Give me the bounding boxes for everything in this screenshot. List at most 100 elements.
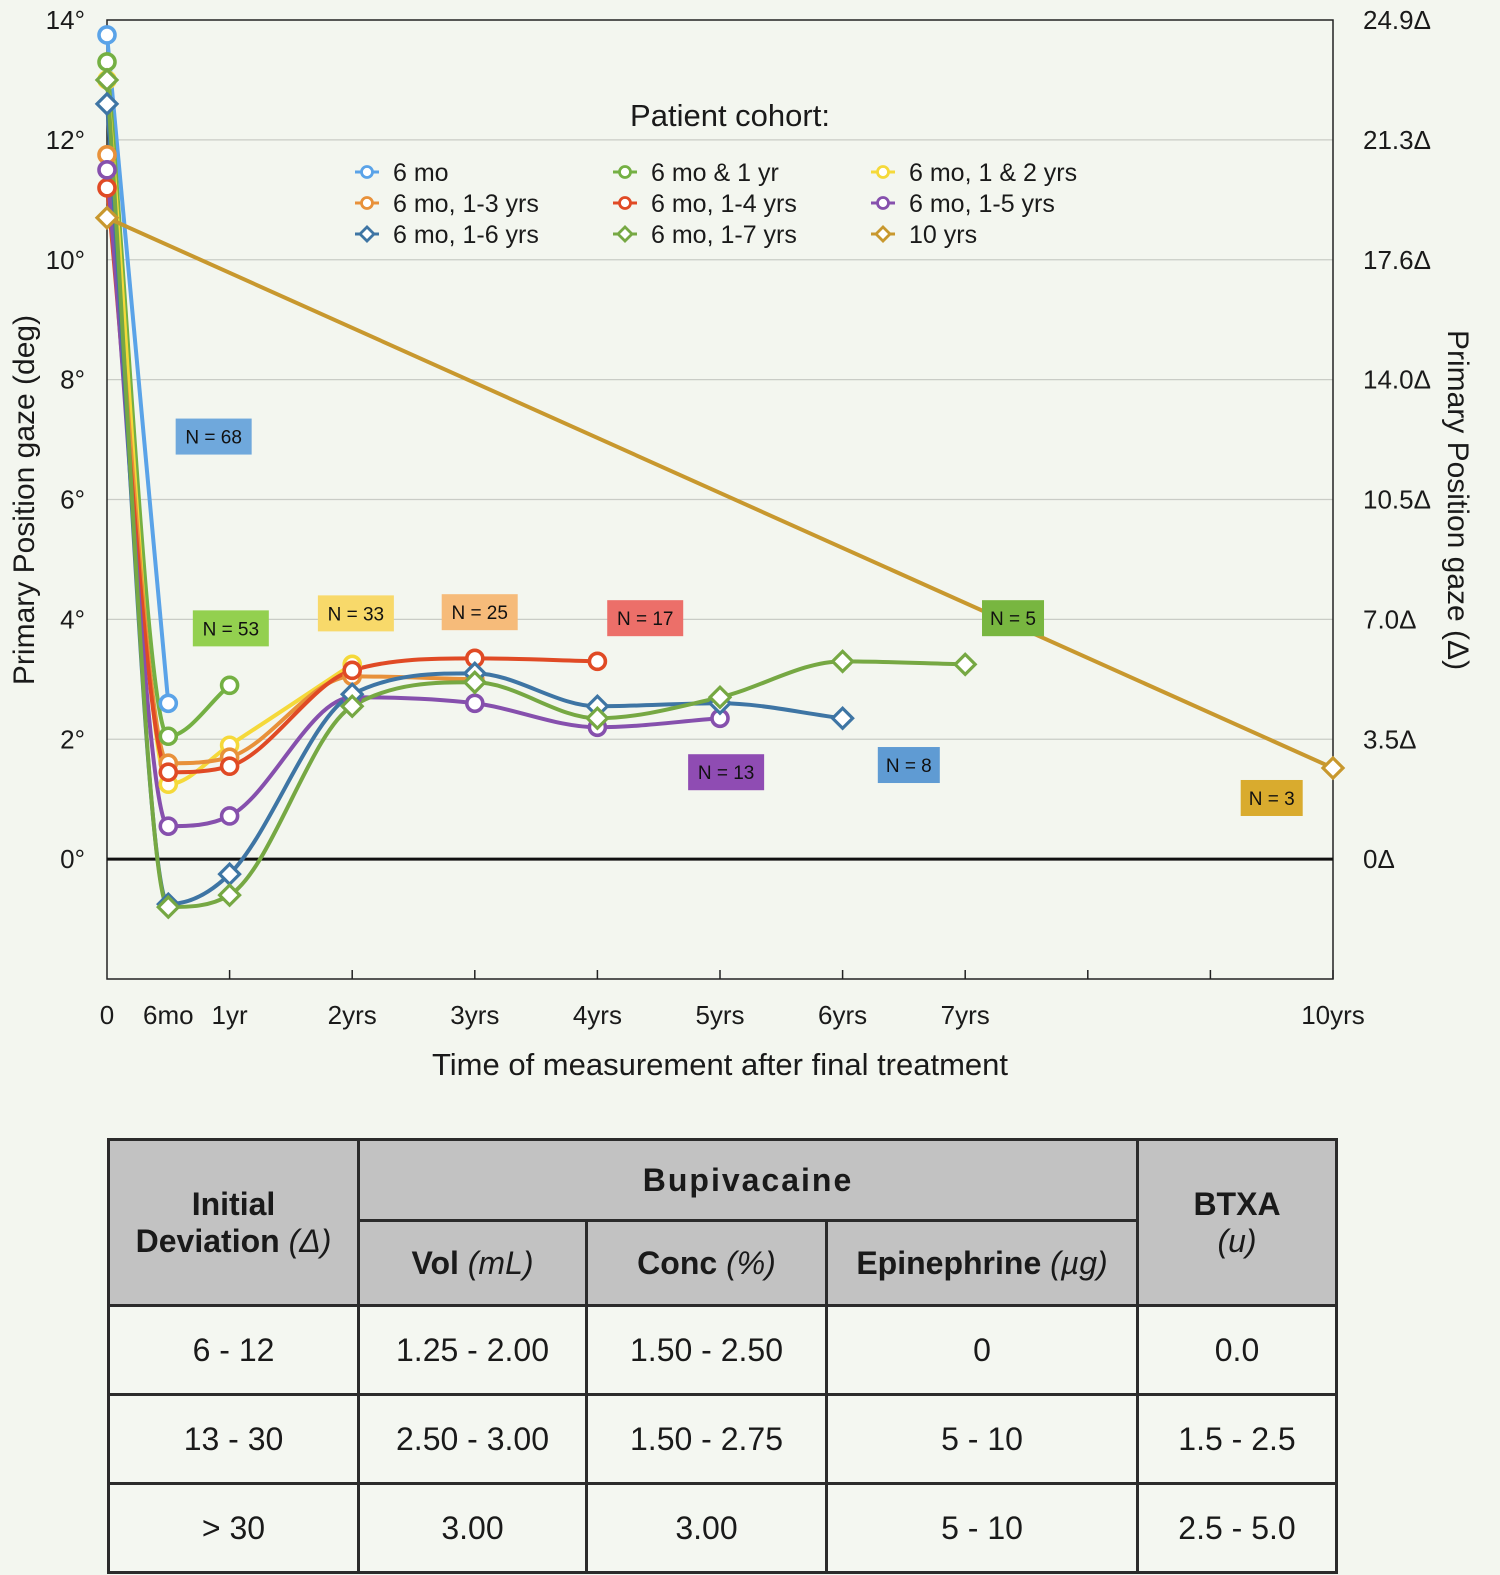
header-epi-unit: (µg)	[1050, 1244, 1108, 1281]
table-row: 6 - 12 1.25 - 2.00 1.50 - 2.50 0 0.0	[107, 1304, 1338, 1396]
annotation-label: N = 53	[203, 619, 260, 640]
annotation-label: N = 8	[886, 756, 932, 777]
header-btxa-cell: BTXA (u)	[1136, 1138, 1338, 1307]
data-point-diamond	[1320, 755, 1346, 781]
table-cell: 1.50 - 2.75	[585, 1393, 828, 1485]
header-vol-unit: (mL)	[467, 1244, 534, 1281]
y2-tick-label: 21.3Δ	[1363, 125, 1431, 155]
legend-marker	[618, 196, 632, 210]
header-bupivacaine: Bupivacaine	[357, 1138, 1139, 1222]
y2-tick-label: 3.5Δ	[1363, 724, 1417, 754]
annotation-box	[1240, 779, 1303, 816]
data-point-circle	[464, 693, 485, 714]
data-point-diamond	[952, 652, 978, 677]
annotation-label: N = 5	[990, 609, 1036, 630]
legend-marker	[874, 225, 892, 243]
y2-tick-label: 17.6Δ	[1363, 245, 1431, 275]
annotation-label: N = 33	[328, 604, 385, 625]
table-cell: > 30	[107, 1482, 360, 1574]
legend-title: Patient cohort:	[630, 98, 830, 133]
data-point-diamond	[94, 67, 120, 93]
header-deviation-unit: (Δ)	[288, 1222, 332, 1259]
annotation-box	[877, 747, 940, 784]
table-cell: 6 - 12	[107, 1304, 360, 1396]
y-tick-label: 14°	[46, 5, 85, 35]
y2-tick-label: 24.9Δ	[1363, 5, 1431, 35]
annotation-label: N = 68	[185, 428, 242, 449]
series-line	[105, 79, 966, 910]
y2-tick-label: 10.5Δ	[1363, 485, 1431, 515]
data-point-circle	[97, 25, 117, 45]
dosage-table: Initial Deviation (Δ) Bupivacaine BTXA (…	[107, 1138, 1338, 1574]
header-btxa: BTXA	[1193, 1185, 1281, 1222]
table-cell: 13 - 30	[107, 1393, 360, 1485]
header-initial: Initial	[191, 1185, 276, 1222]
y-tick-label: 12°	[46, 125, 85, 155]
table-cell: 0	[825, 1304, 1139, 1396]
legend: 6 mo 6 mo & 1 yr 6 mo, 1 & 2 yrs 6 mo, 1-3 …	[355, 159, 1077, 249]
legend-label: 6 mo & 1 yr	[651, 159, 779, 187]
table-cell: 0.0	[1136, 1304, 1338, 1396]
y2-tick-label: 7.0Δ	[1363, 604, 1417, 634]
x-tick-label: 10yrs	[1301, 1000, 1365, 1030]
x-tick-label: 1yr	[212, 1000, 248, 1030]
legend-label: 6 mo, 1-7 yrs	[651, 221, 797, 249]
x-tick-label: 5yrs	[695, 1000, 744, 1030]
table-cell: 2.50 - 3.00	[357, 1393, 588, 1485]
annotation-box	[607, 600, 684, 637]
header-deviation: Deviation	[135, 1222, 280, 1259]
header-conc-unit: (%)	[726, 1244, 776, 1281]
data-point-circle	[219, 756, 240, 777]
legend-label: 10 yrs	[909, 221, 977, 249]
data-point-circle	[97, 178, 117, 198]
legend-marker	[358, 225, 376, 243]
header-epi-cell: Epinephrine (µg)	[825, 1219, 1139, 1307]
table-row: 13 - 30 2.50 - 3.00 1.50 - 2.75 5 - 10 1…	[107, 1393, 1338, 1485]
chart: 0° 2° 4° 6° 8° 10° 12° 14° 0Δ 3.5Δ 7.0Δ 10.5Δ 14.0Δ 1…	[8, 5, 1474, 1082]
y2-axis-label: Primary Position gaze (Δ)	[1441, 330, 1474, 670]
y-tick-label: 6°	[60, 485, 85, 515]
data-point-circle	[587, 651, 608, 672]
annotation-label: N = 25	[451, 603, 508, 624]
annotation-box	[441, 594, 518, 631]
table-cell: 2.5 - 5.0	[1136, 1482, 1338, 1574]
data-point-diamond	[830, 649, 855, 674]
data-point-diamond	[585, 706, 610, 731]
annotation-label: N = 13	[698, 763, 755, 784]
annotation-label: N = 3	[1249, 789, 1295, 810]
table-cell: 5 - 10	[825, 1482, 1139, 1574]
grid-lines	[107, 139, 1333, 740]
annotation-box	[175, 418, 252, 455]
data-point-circle	[97, 52, 117, 72]
y-axis-label: Primary Position gaze (deg)	[8, 315, 41, 685]
annotation-box	[688, 754, 765, 791]
y-tick-label: 8°	[60, 365, 85, 395]
y-tick-label: 10°	[46, 245, 85, 275]
data-point-circle	[219, 675, 240, 696]
legend-marker	[360, 165, 374, 179]
series-markers	[94, 25, 1346, 920]
header-conc: Conc	[637, 1244, 718, 1281]
table-cell: 1.25 - 2.00	[357, 1304, 588, 1396]
legend-marker	[360, 196, 374, 210]
x-tick-label: 0	[100, 1000, 114, 1030]
data-point-diamond	[94, 205, 120, 231]
axes: 0° 2° 4° 6° 8° 10° 12° 14° 0Δ 3.5Δ 7.0Δ 10.5Δ 14.0Δ 1…	[46, 5, 1431, 1030]
data-point-circle	[158, 726, 179, 747]
y-tick-label: 0°	[60, 844, 85, 874]
data-point-diamond	[462, 670, 488, 695]
annotation-box	[317, 595, 394, 632]
legend-label: 6 mo, 1-4 yrs	[651, 190, 797, 218]
data-point-circle	[97, 160, 117, 180]
legend-label: 6 mo, 1 & 2 yrs	[909, 159, 1077, 187]
header-vol-cell: Vol (mL)	[357, 1219, 588, 1307]
data-point-circle	[219, 806, 240, 826]
data-point-diamond	[339, 694, 365, 719]
data-point-diamond	[94, 91, 120, 117]
data-point-diamond	[707, 685, 733, 710]
annotation-box	[192, 610, 269, 647]
header-vol: Vol	[411, 1244, 459, 1281]
y2-tick-label: 0Δ	[1363, 844, 1395, 874]
x-tick-label: 6mo	[143, 1000, 194, 1030]
data-point-circle	[158, 762, 179, 783]
